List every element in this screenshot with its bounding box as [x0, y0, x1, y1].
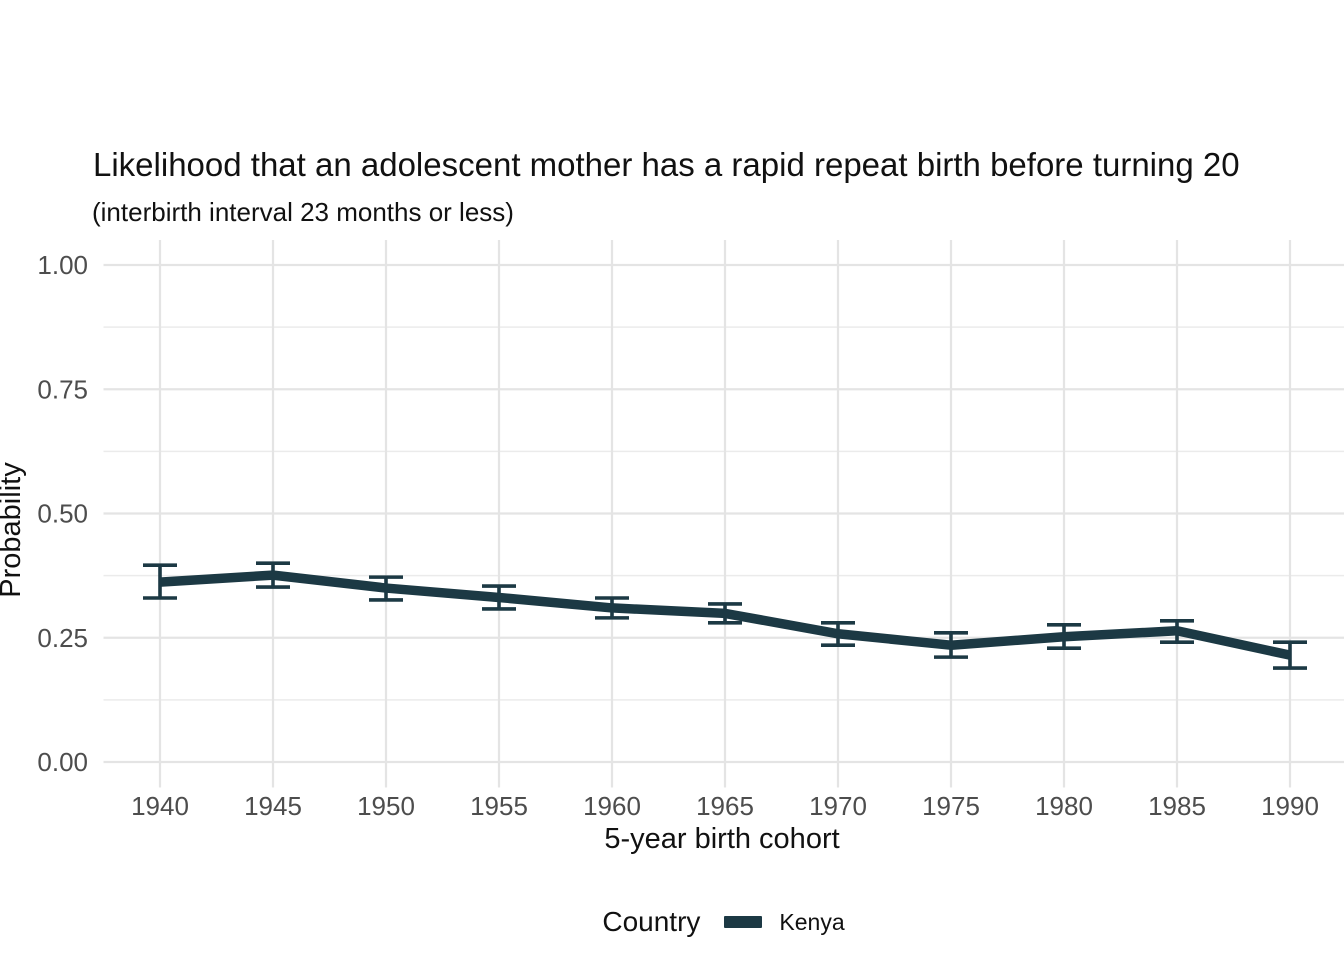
x-axis-tick-label: 1955 [470, 791, 528, 821]
data-line-kenya [159, 570, 1292, 660]
x-axis-tick-label: 1970 [809, 791, 867, 821]
x-axis-tick-label: 1985 [1148, 791, 1206, 821]
legend-item-label: Kenya [779, 908, 845, 935]
x-axis-title: 5-year birth cohort [604, 823, 839, 855]
x-axis-tick-label: 1940 [131, 791, 189, 821]
x-axis-tick-label: 1950 [357, 791, 415, 821]
x-axis-tick-label: 1960 [583, 791, 641, 821]
chart-subtitle: (interbirth interval 23 months or less) [92, 197, 514, 227]
legend-title: Country [602, 906, 701, 937]
y-axis-tick-label: 1.00 [37, 250, 88, 280]
y-axis-title: Probability [0, 462, 27, 598]
y-axis-tick-label: 0.50 [37, 499, 88, 529]
y-axis-tick-label: 0.00 [37, 747, 88, 777]
y-axis-tick-label: 0.75 [37, 374, 88, 404]
legend-key-line-swatch [724, 916, 763, 928]
x-axis-tick-label: 1965 [696, 791, 754, 821]
y-axis-tick-label: 0.25 [37, 623, 88, 653]
axis-layer: 0.00 0.25 0.50 0.75 1.00 1940 1945 1950 1955 1960… [37, 250, 1319, 821]
x-axis-tick-label: 1945 [244, 791, 302, 821]
chart-title: Likelihood that an adolescent mother has… [93, 146, 1240, 183]
x-axis-tick-label: 1975 [922, 791, 980, 821]
grid-layer [103, 240, 1344, 788]
x-axis-tick-label: 1990 [1261, 791, 1319, 821]
data-layer [143, 561, 1307, 670]
legend: Country Kenya [103, 903, 1344, 941]
x-axis-tick-label: 1980 [1035, 791, 1093, 821]
